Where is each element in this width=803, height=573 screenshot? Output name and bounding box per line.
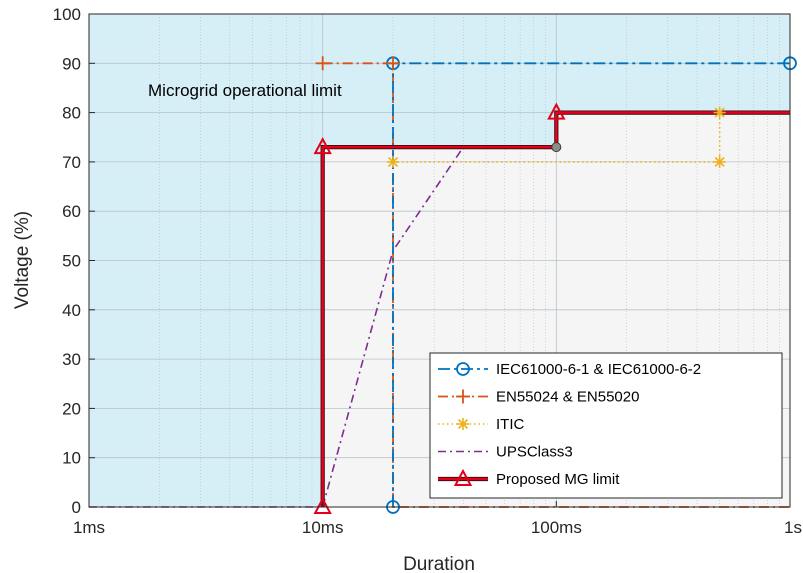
marker-junction-point xyxy=(551,142,562,153)
legend-marker xyxy=(456,362,470,376)
y-tick-label: 100 xyxy=(53,5,81,24)
series-line-none xyxy=(89,146,465,508)
marker-star xyxy=(387,155,400,168)
marker-triangle xyxy=(313,496,332,514)
marker-plus xyxy=(315,56,330,71)
axis-ticks: 0 10 20 30 40 50 60 70 80 90 100 1ms 10ms 100ms 1s xyxy=(53,5,802,537)
x-tick-label: 1s xyxy=(784,518,802,537)
x-tick-label: 10ms xyxy=(302,518,344,537)
legend-box xyxy=(429,352,783,499)
legend-marker xyxy=(457,418,469,430)
marker-plus xyxy=(386,56,401,71)
legend: IEC61000-6-1 & IEC61000-6-2 EN55024 & EN5… xyxy=(429,352,783,499)
x-tick-label: 1ms xyxy=(73,518,105,537)
marker-star xyxy=(713,155,726,168)
marker-triangle xyxy=(313,136,332,155)
x-tick-label: 100ms xyxy=(531,518,582,537)
y-tick-label: 80 xyxy=(62,104,81,123)
legend-label: UPSClass3 xyxy=(496,444,573,461)
x-axis-label: Duration xyxy=(403,554,475,573)
y-tick-label: 10 xyxy=(62,449,81,468)
marker-star xyxy=(713,106,726,119)
legend-entry: IEC61000-6-1 & IEC61000-6-2 xyxy=(438,361,701,378)
legend-label: EN55024 & EN55020 xyxy=(496,389,639,406)
legend-entry: EN55024 & EN55020 xyxy=(438,389,639,406)
legend-label: IEC61000-6-1 & IEC61000-6-2 xyxy=(496,361,701,378)
y-tick-label: 0 xyxy=(72,498,81,517)
y-tick-label: 90 xyxy=(62,54,81,73)
legend-entry: UPSClass3 xyxy=(438,444,573,461)
y-tick-label: 40 xyxy=(62,301,81,320)
y-tick-label: 70 xyxy=(62,153,81,172)
chart-annotation: Microgrid operational limit xyxy=(148,81,342,100)
legend-entry: Proposed MG limit xyxy=(438,468,620,488)
series-line-star xyxy=(393,111,790,163)
legend-label: Proposed MG limit xyxy=(496,471,620,488)
legend-marker xyxy=(453,468,473,486)
marker-triangle xyxy=(547,102,566,120)
y-tick-label: 30 xyxy=(62,350,81,369)
y-tick-label: 60 xyxy=(62,202,81,221)
legend-entry: ITIC xyxy=(438,416,524,433)
y-axis-label: Voltage (%) xyxy=(12,211,33,309)
legend-label: ITIC xyxy=(496,416,524,433)
y-tick-label: 20 xyxy=(62,399,81,418)
legend-marker xyxy=(456,389,470,404)
series-line-plus xyxy=(322,62,790,508)
series-markers xyxy=(313,56,797,514)
y-tick-label: 50 xyxy=(62,252,81,271)
